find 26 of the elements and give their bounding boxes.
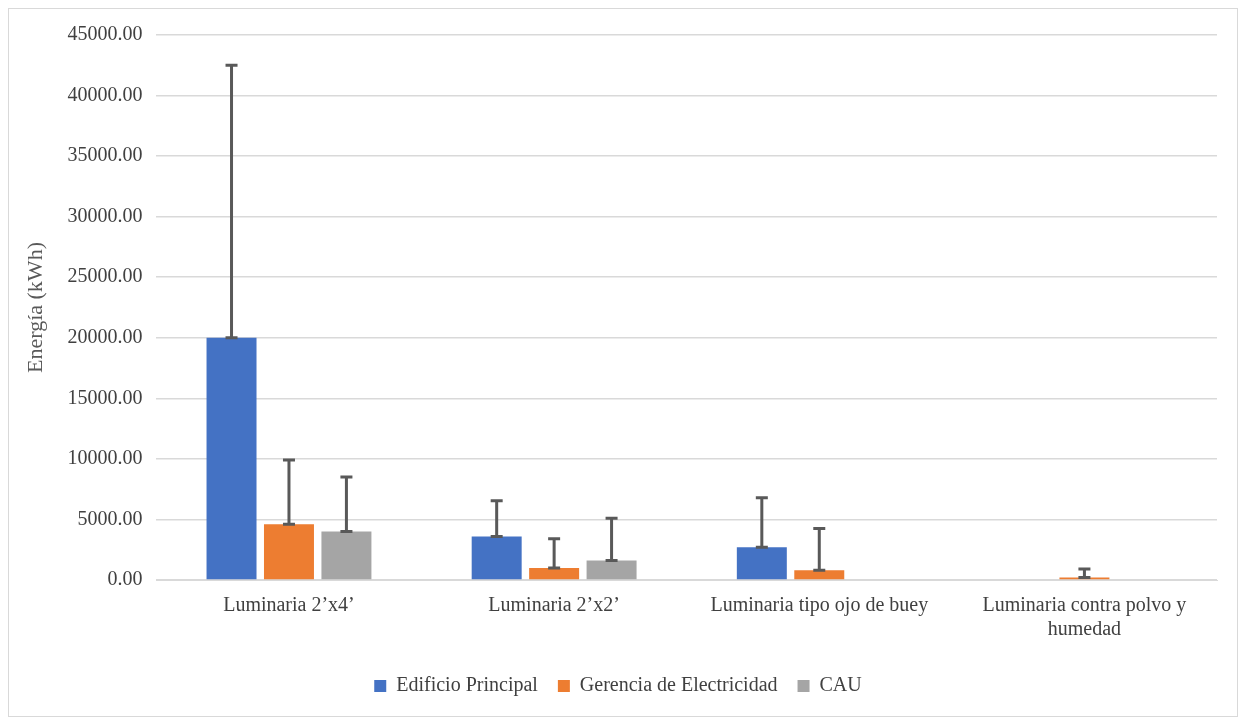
x-tick-label: Luminaria 2’x2’ — [488, 593, 620, 616]
y-tick-label: 5000.00 — [77, 506, 143, 529]
y-tick-label: 25000.00 — [67, 264, 143, 287]
bar — [794, 570, 845, 580]
y-axis-title: Energía (kWh) — [21, 242, 47, 373]
bar — [586, 560, 637, 580]
y-tick-label: 20000.00 — [67, 325, 143, 348]
legend-label: Edificio Principal — [396, 673, 539, 697]
legend-label: CAU — [819, 673, 863, 696]
y-tick-label: 40000.00 — [67, 82, 143, 105]
legend-label: Gerencia de Electricidad — [579, 673, 778, 696]
y-tick-label: 45000.00 — [67, 22, 143, 45]
y-tick-label: 15000.00 — [67, 385, 143, 408]
y-tick-label: 0.00 — [107, 567, 143, 590]
x-tick-label: Luminaria contra polvo y humedad — [982, 593, 1187, 640]
bar — [206, 337, 257, 580]
y-tick-label: 30000.00 — [67, 203, 143, 226]
bar — [471, 536, 522, 580]
bar — [321, 531, 372, 580]
bar — [529, 567, 580, 580]
bar — [736, 547, 787, 580]
x-tick-label: Luminaria 2’x4’ — [223, 593, 355, 616]
x-tick-label: Luminaria tipo ojo de buey — [710, 593, 929, 617]
y-tick-label: 35000.00 — [67, 143, 143, 166]
y-tick-label: 10000.00 — [67, 446, 143, 469]
bar — [263, 524, 314, 580]
